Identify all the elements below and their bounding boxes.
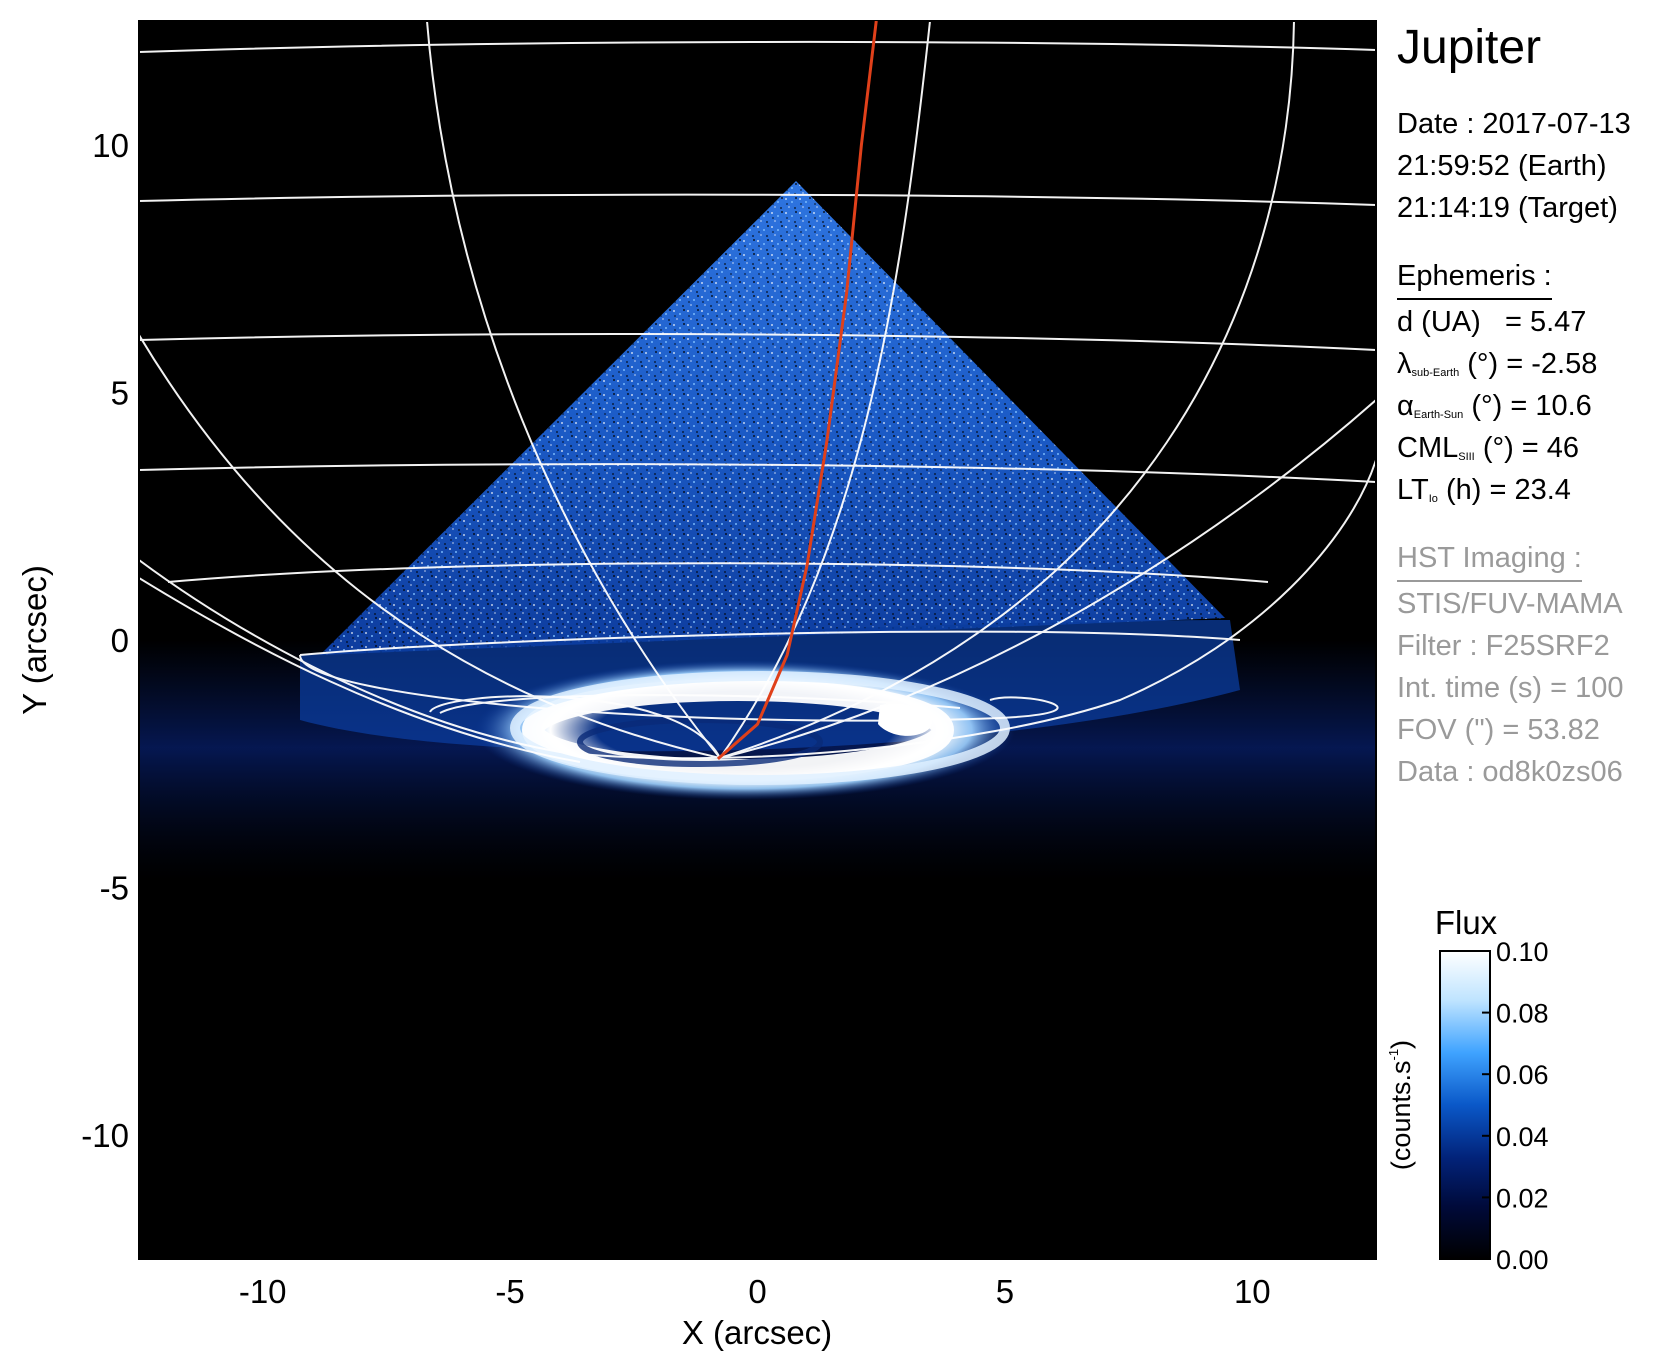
date-line: Date : 2017-07-13 — [1397, 108, 1631, 140]
colorbar-unit-exp: -1 — [1386, 1049, 1401, 1061]
planet-title: Jupiter — [1397, 21, 1542, 74]
latitude-line — [299, 630, 1241, 656]
latitude-line — [299, 654, 1059, 722]
lt-sub: Io — [1428, 493, 1438, 505]
latitude-line — [167, 562, 1269, 583]
colorbar — [1439, 950, 1491, 1260]
cml-sub: SIII — [1458, 451, 1475, 463]
meridian — [426, 21, 721, 759]
hst-heading: HST Imaging : — [1397, 537, 1582, 582]
hst-heading-text: HST Imaging : — [1397, 537, 1582, 582]
colorbar-ticks: 0.10 0.08 0.06 0.04 0.02 0.00 — [1482, 937, 1549, 1275]
x-axis: -10 -5 0 5 10 — [239, 1247, 1271, 1310]
earth-time: 21:59:52 (Earth) — [1397, 150, 1607, 182]
lt-value: (h) = 23.4 — [1445, 474, 1571, 506]
meridian — [429, 695, 721, 759]
y-axis: -10 -5 0 5 10 — [81, 127, 151, 1154]
colorbar-title: Flux — [1435, 904, 1498, 941]
phase-symbol: α — [1397, 390, 1414, 422]
ephemeris-heading-text: Ephemeris : — [1397, 255, 1552, 300]
latitude-sub: sub-Earth — [1411, 367, 1460, 379]
observed-region-noise — [320, 181, 1225, 655]
x-tick-label: -5 — [495, 1273, 524, 1310]
colorbar-tick-label: 0.08 — [1496, 999, 1549, 1029]
hst-instrument: STIS/FUV-MAMA — [1397, 588, 1623, 620]
hst-int-time: Int. time (s) = 100 — [1397, 672, 1624, 704]
distance-value: = 5.47 — [1504, 306, 1587, 338]
hst-fov: FOV (") = 53.82 — [1397, 714, 1600, 746]
ephemeris-distance: d (UA) = 5.47 — [1397, 301, 1586, 343]
y-tick-label: 0 — [111, 622, 129, 659]
colorbar-tick-label: 0.02 — [1496, 1183, 1549, 1213]
latitude-line — [139, 40, 1376, 53]
target-time: 21:14:19 (Target) — [1397, 192, 1618, 224]
latitude-line — [139, 333, 1376, 351]
colorbar-tick-label: 0.04 — [1496, 1122, 1549, 1152]
planet-grid — [139, 21, 1376, 763]
meridian — [719, 399, 1376, 759]
colorbar-tick-label: 0.00 — [1496, 1245, 1549, 1275]
x-tick-label: 5 — [996, 1273, 1014, 1310]
latitude-line — [139, 463, 1376, 483]
colorbar-tick-label: 0.10 — [1496, 937, 1549, 967]
cml-label: CML — [1397, 432, 1459, 464]
y-axis-label: Y (arcsec) — [16, 565, 53, 715]
colorbar-unit-text: (counts.s — [1386, 1061, 1416, 1171]
auroral-oval-main — [522, 679, 954, 781]
io-footprint-trace — [716, 21, 878, 760]
cml-value: (°) = 46 — [1482, 432, 1580, 464]
y-tick-label: -10 — [81, 1117, 129, 1154]
limb — [139, 577, 581, 763]
hst-data: Data : od8k0zs06 — [1397, 756, 1623, 788]
distance-label: d (UA) — [1397, 306, 1481, 338]
colorbar-tick-label: 0.06 — [1496, 1060, 1549, 1090]
x-tick-label: -10 — [239, 1273, 287, 1310]
colorbar-unit: (counts.s-1) — [1386, 1040, 1416, 1170]
limb — [139, 459, 1376, 760]
lt-label: LT — [1397, 474, 1429, 506]
hst-filter: Filter : F25SRF2 — [1397, 630, 1610, 662]
latitude-value: (°) = -2.58 — [1467, 348, 1598, 380]
y-tick-label: 5 — [111, 374, 129, 411]
phase-value: (°) = 10.6 — [1471, 390, 1592, 422]
meridian — [719, 21, 931, 759]
meridian — [139, 334, 721, 759]
meridian — [719, 21, 1295, 759]
ephemeris-heading: Ephemeris : — [1397, 255, 1552, 300]
auroral-oval-inner — [577, 717, 823, 767]
ephemeris-phase: αEarth-Sun (°) = 10.6 — [1397, 385, 1592, 436]
latitude-symbol: λ — [1397, 348, 1412, 380]
phase-sub: Earth-Sun — [1413, 409, 1464, 421]
latitude-line — [139, 193, 1376, 206]
latitude-line — [439, 694, 961, 714]
ephemeris-latitude: λsub-Earth (°) = -2.58 — [1397, 343, 1597, 394]
x-tick-label: 10 — [1234, 1273, 1271, 1310]
colorbar-unit-close: ) — [1386, 1040, 1416, 1049]
image-layer — [139, 21, 1376, 880]
ephemeris-cml: CMLSIII (°) = 46 — [1397, 427, 1579, 478]
ephemeris-local-time: LTIo (h) = 23.4 — [1397, 469, 1571, 520]
y-tick-label: 10 — [92, 127, 129, 164]
x-axis-label: X (arcsec) — [682, 1314, 832, 1351]
auroral-oval-outer — [510, 671, 1010, 785]
x-tick-label: 0 — [748, 1273, 766, 1310]
y-tick-label: -5 — [100, 870, 129, 907]
